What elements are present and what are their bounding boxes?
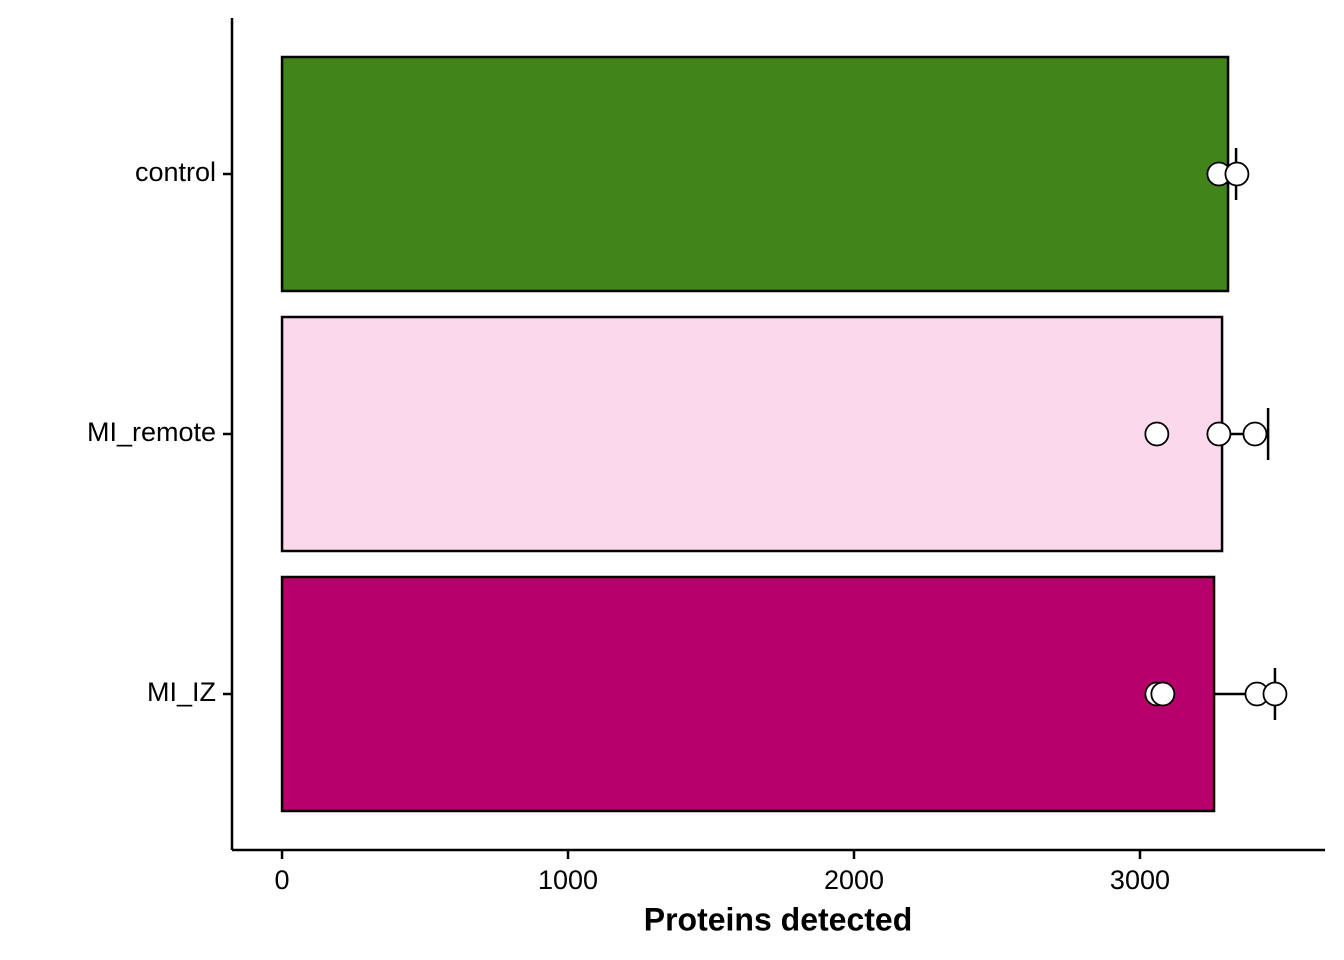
bar <box>280 315 1224 553</box>
data-point <box>1242 421 1268 447</box>
bar <box>280 575 1216 813</box>
y-tick-label: control <box>135 157 216 187</box>
x-tick-label: 2000 <box>824 865 884 895</box>
x-tick-label: 0 <box>275 865 290 895</box>
y-tick-label: MI_remote <box>87 417 216 447</box>
x-tick-label: 3000 <box>1110 865 1170 895</box>
x-axis-label: Proteins detected <box>644 901 913 937</box>
data-point <box>1150 681 1176 707</box>
data-point <box>1144 421 1170 447</box>
data-point <box>1206 421 1232 447</box>
data-point <box>1262 681 1288 707</box>
x-tick-label: 1000 <box>538 865 598 895</box>
data-point <box>1224 161 1250 187</box>
y-tick-label: MI_IZ <box>147 677 216 707</box>
bar <box>280 55 1230 293</box>
